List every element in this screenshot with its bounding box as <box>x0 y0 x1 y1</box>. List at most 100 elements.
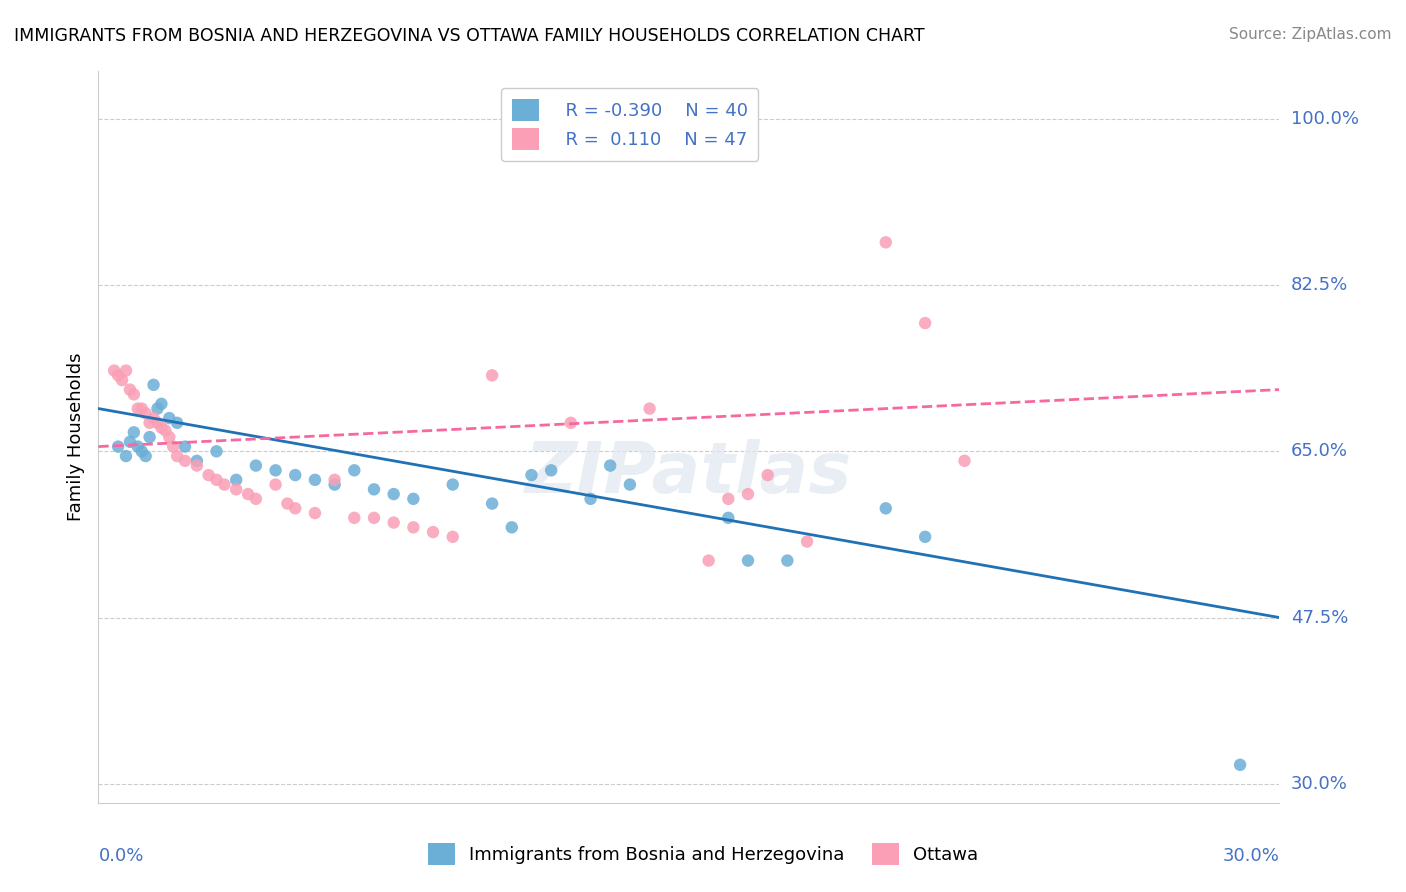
Point <box>599 458 621 473</box>
Point <box>953 454 976 468</box>
Point <box>717 491 740 506</box>
Point <box>131 444 153 458</box>
Point <box>481 497 503 511</box>
Point <box>142 377 165 392</box>
Point <box>186 458 208 473</box>
Point <box>155 424 177 438</box>
Point <box>382 487 405 501</box>
Point <box>150 420 173 434</box>
Text: 30.0%: 30.0% <box>1223 847 1279 864</box>
Point <box>245 491 267 506</box>
Point <box>914 530 936 544</box>
Point <box>214 477 236 491</box>
Point <box>138 416 160 430</box>
Point <box>162 440 184 454</box>
Point <box>560 416 582 430</box>
Text: 47.5%: 47.5% <box>1291 608 1348 626</box>
Point <box>756 468 779 483</box>
Point <box>197 468 219 483</box>
Point <box>186 454 208 468</box>
Point <box>146 416 169 430</box>
Point <box>146 401 169 416</box>
Point <box>150 397 173 411</box>
Point <box>579 491 602 506</box>
Text: ZIPatlas: ZIPatlas <box>526 439 852 508</box>
Legend:   R = -0.390    N = 40,   R =  0.110    N = 47: R = -0.390 N = 40, R = 0.110 N = 47 <box>502 87 758 161</box>
Point <box>363 483 385 497</box>
Text: 65.0%: 65.0% <box>1291 442 1347 460</box>
Point <box>115 363 138 377</box>
Text: 100.0%: 100.0% <box>1291 110 1358 128</box>
Point <box>157 430 180 444</box>
Text: 30.0%: 30.0% <box>1291 775 1347 793</box>
Point <box>875 235 897 250</box>
Point <box>135 449 157 463</box>
Point <box>402 491 425 506</box>
Point <box>174 440 197 454</box>
Point <box>245 458 267 473</box>
Point <box>166 449 188 463</box>
Point <box>796 534 818 549</box>
Point <box>111 373 134 387</box>
Point <box>103 363 125 377</box>
Point <box>697 553 720 567</box>
Point <box>107 368 129 383</box>
Point <box>205 444 228 458</box>
Point <box>520 468 543 483</box>
Point <box>264 477 287 491</box>
Point <box>284 468 307 483</box>
Point <box>135 406 157 420</box>
Point <box>225 473 247 487</box>
Point <box>118 383 141 397</box>
Point <box>276 497 298 511</box>
Point <box>115 449 138 463</box>
Point <box>717 511 740 525</box>
Point <box>131 401 153 416</box>
Point <box>638 401 661 416</box>
Point <box>501 520 523 534</box>
Point <box>107 440 129 454</box>
Text: Source: ZipAtlas.com: Source: ZipAtlas.com <box>1229 27 1392 42</box>
Point <box>776 553 799 567</box>
Point <box>157 411 180 425</box>
Point <box>122 425 145 440</box>
Point <box>138 430 160 444</box>
Point <box>284 501 307 516</box>
Point <box>304 506 326 520</box>
Point <box>422 524 444 539</box>
Point <box>343 463 366 477</box>
Point <box>225 483 247 497</box>
Point <box>323 473 346 487</box>
Point <box>118 434 141 449</box>
Point <box>264 463 287 477</box>
Point <box>127 440 149 454</box>
Point <box>174 454 197 468</box>
Point <box>363 511 385 525</box>
Point <box>481 368 503 383</box>
Point <box>323 477 346 491</box>
Point <box>127 401 149 416</box>
Point <box>382 516 405 530</box>
Y-axis label: Family Households: Family Households <box>66 353 84 521</box>
Point <box>441 530 464 544</box>
Point <box>1229 757 1251 772</box>
Point <box>737 553 759 567</box>
Point <box>402 520 425 534</box>
Point <box>441 477 464 491</box>
Point <box>914 316 936 330</box>
Point <box>343 511 366 525</box>
Legend: Immigrants from Bosnia and Herzegovina, Ottawa: Immigrants from Bosnia and Herzegovina, … <box>419 834 987 874</box>
Point <box>142 411 165 425</box>
Text: 82.5%: 82.5% <box>1291 277 1348 294</box>
Point <box>166 416 188 430</box>
Point <box>236 487 259 501</box>
Point <box>737 487 759 501</box>
Text: IMMIGRANTS FROM BOSNIA AND HERZEGOVINA VS OTTAWA FAMILY HOUSEHOLDS CORRELATION C: IMMIGRANTS FROM BOSNIA AND HERZEGOVINA V… <box>14 27 925 45</box>
Point <box>122 387 145 401</box>
Point <box>875 501 897 516</box>
Point <box>619 477 641 491</box>
Point <box>304 473 326 487</box>
Point <box>540 463 562 477</box>
Text: 0.0%: 0.0% <box>98 847 143 864</box>
Point <box>205 473 228 487</box>
